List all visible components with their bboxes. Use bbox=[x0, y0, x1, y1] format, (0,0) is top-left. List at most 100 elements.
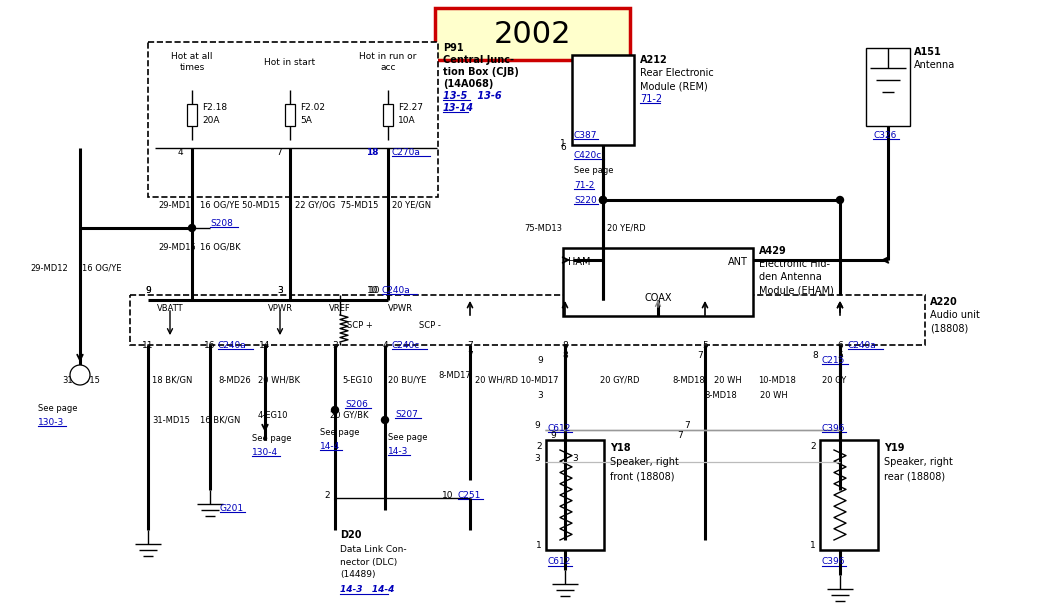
Text: Audio unit: Audio unit bbox=[930, 310, 980, 320]
Text: C612: C612 bbox=[548, 424, 571, 432]
Text: SCP -: SCP - bbox=[419, 320, 441, 330]
Circle shape bbox=[836, 197, 844, 203]
Text: 10-MD18: 10-MD18 bbox=[758, 376, 796, 384]
Text: 13-5   13-6: 13-5 13-6 bbox=[444, 91, 502, 101]
Text: 2002: 2002 bbox=[493, 20, 570, 49]
Text: Electronic Hid-: Electronic Hid- bbox=[759, 259, 830, 269]
Text: den Antenna: den Antenna bbox=[759, 272, 822, 282]
Text: Hot at all
times: Hot at all times bbox=[171, 52, 212, 71]
Circle shape bbox=[381, 416, 389, 424]
Text: Speaker, right: Speaker, right bbox=[610, 457, 679, 467]
Text: 20 WH/RD 10-MD17: 20 WH/RD 10-MD17 bbox=[475, 376, 559, 384]
Text: F2.18: F2.18 bbox=[202, 102, 227, 111]
Text: 20 BU/YE: 20 BU/YE bbox=[388, 376, 427, 384]
Circle shape bbox=[600, 197, 606, 203]
Text: 14-3: 14-3 bbox=[388, 447, 409, 455]
Text: 7: 7 bbox=[467, 341, 473, 349]
Text: 3: 3 bbox=[333, 341, 338, 349]
Text: 4: 4 bbox=[382, 341, 388, 349]
Text: 5: 5 bbox=[837, 351, 843, 360]
Text: Hot in start: Hot in start bbox=[264, 57, 316, 67]
Text: C612: C612 bbox=[548, 557, 571, 567]
Text: C240c: C240c bbox=[392, 341, 420, 349]
Text: 9: 9 bbox=[145, 285, 151, 294]
Text: C215: C215 bbox=[822, 355, 846, 365]
Text: S207: S207 bbox=[395, 410, 418, 418]
Text: 8: 8 bbox=[562, 341, 568, 349]
Text: front (18808): front (18808) bbox=[610, 471, 675, 481]
Text: 8-MD18: 8-MD18 bbox=[672, 376, 704, 384]
Text: 3: 3 bbox=[277, 285, 283, 294]
Text: VREF: VREF bbox=[329, 304, 351, 312]
Text: 20A: 20A bbox=[202, 116, 220, 124]
Text: C387: C387 bbox=[574, 131, 598, 139]
Circle shape bbox=[332, 407, 339, 413]
Text: 71-2: 71-2 bbox=[574, 180, 595, 190]
Text: 130-4: 130-4 bbox=[252, 447, 278, 456]
Text: VPWR: VPWR bbox=[267, 304, 293, 312]
Text: 16 OG/YE 50-MD15: 16 OG/YE 50-MD15 bbox=[200, 200, 280, 209]
Text: 20 GY/RD: 20 GY/RD bbox=[600, 376, 640, 384]
Text: 3: 3 bbox=[538, 391, 543, 400]
Text: 5-EG10: 5-EG10 bbox=[342, 376, 373, 384]
Text: 1: 1 bbox=[810, 541, 816, 551]
Bar bbox=[563, 248, 753, 316]
Text: 16 BK/GN: 16 BK/GN bbox=[200, 416, 241, 424]
Text: 20 YE/GN: 20 YE/GN bbox=[392, 200, 431, 209]
Text: 14: 14 bbox=[260, 341, 270, 349]
Text: C270a: C270a bbox=[392, 147, 421, 156]
Text: Data Link Con-: Data Link Con- bbox=[340, 545, 407, 554]
Text: nector (DLC): nector (DLC) bbox=[340, 557, 397, 567]
Text: tion Box (CJB): tion Box (CJB) bbox=[444, 67, 518, 77]
Text: (14A068): (14A068) bbox=[444, 79, 493, 89]
Text: 14-4: 14-4 bbox=[320, 442, 340, 450]
Text: P91: P91 bbox=[444, 43, 464, 53]
Text: F2.02: F2.02 bbox=[300, 102, 325, 111]
Bar bbox=[821, 440, 878, 550]
Bar bbox=[383, 104, 393, 126]
Text: 14-3   14-4: 14-3 14-4 bbox=[340, 585, 394, 594]
Text: VBATT: VBATT bbox=[156, 304, 184, 312]
Bar bbox=[435, 8, 630, 60]
Circle shape bbox=[600, 197, 606, 203]
Text: 20 WH: 20 WH bbox=[714, 376, 741, 384]
Text: 2: 2 bbox=[324, 490, 329, 500]
Bar bbox=[285, 104, 295, 126]
Bar bbox=[130, 295, 925, 345]
Text: 8: 8 bbox=[812, 351, 818, 360]
Text: 22 GY/OG  75-MD15: 22 GY/OG 75-MD15 bbox=[295, 200, 378, 209]
Text: Module (REM): Module (REM) bbox=[640, 81, 708, 91]
Text: C396: C396 bbox=[822, 557, 846, 567]
Text: See page: See page bbox=[574, 166, 614, 174]
Text: Y18: Y18 bbox=[610, 443, 630, 453]
Text: HAM: HAM bbox=[568, 257, 590, 267]
Text: 20 WH: 20 WH bbox=[760, 391, 788, 400]
Text: 29-MD15: 29-MD15 bbox=[158, 243, 195, 251]
Text: 20 GY/BK: 20 GY/BK bbox=[329, 410, 369, 419]
Text: A429: A429 bbox=[759, 246, 787, 256]
Text: D20: D20 bbox=[340, 530, 361, 540]
Text: 18 BK/GN: 18 BK/GN bbox=[152, 376, 192, 384]
Circle shape bbox=[70, 365, 90, 385]
Text: 10: 10 bbox=[369, 285, 380, 294]
Text: 7: 7 bbox=[697, 351, 703, 360]
Text: 2: 2 bbox=[536, 442, 542, 450]
Text: 9: 9 bbox=[145, 285, 151, 294]
Text: (18808): (18808) bbox=[930, 323, 968, 333]
Text: 7: 7 bbox=[677, 431, 683, 439]
Text: 20 YE/RD: 20 YE/RD bbox=[607, 224, 645, 232]
Text: 8-MD18: 8-MD18 bbox=[704, 391, 737, 400]
Text: C240a: C240a bbox=[382, 285, 411, 294]
Text: 1: 1 bbox=[561, 139, 566, 147]
Text: 5: 5 bbox=[702, 341, 708, 349]
Bar bbox=[148, 42, 438, 197]
Text: 1: 1 bbox=[536, 541, 542, 551]
Text: A151: A151 bbox=[914, 47, 942, 57]
Text: C240a: C240a bbox=[218, 341, 247, 349]
Text: 16: 16 bbox=[204, 341, 215, 349]
Text: 7: 7 bbox=[684, 421, 690, 429]
Text: 16 OG/YE: 16 OG/YE bbox=[82, 264, 121, 272]
Text: VPWR: VPWR bbox=[388, 304, 413, 312]
Text: Rear Electronic: Rear Electronic bbox=[640, 68, 714, 78]
Text: 10: 10 bbox=[366, 285, 378, 294]
